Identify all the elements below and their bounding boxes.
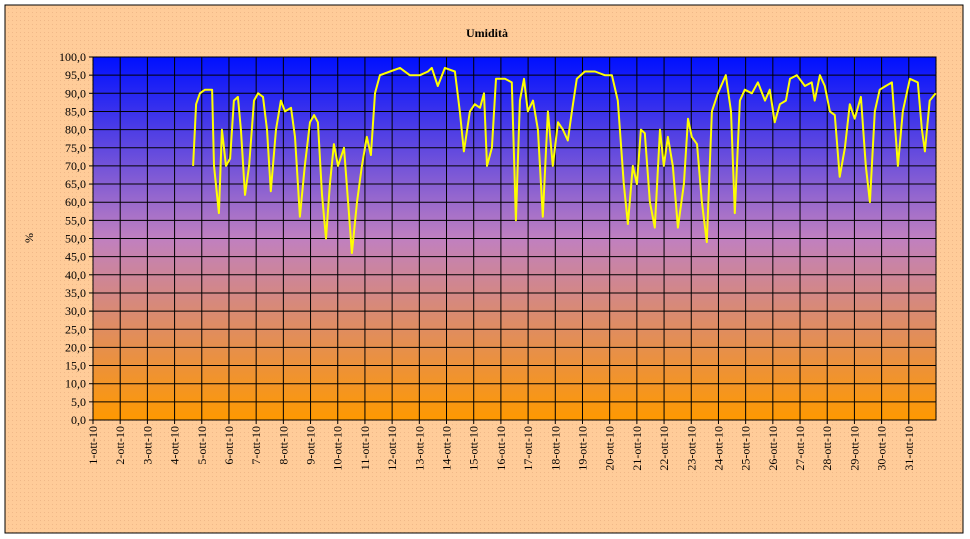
x-tick-label: 2-ott-10 xyxy=(113,426,127,465)
y-tick-label: 95,0 xyxy=(65,68,86,82)
x-tick-label: 17-ott-10 xyxy=(521,426,535,471)
y-tick-label: 30,0 xyxy=(65,304,86,318)
x-tick-label: 10-ott-10 xyxy=(331,426,345,471)
x-tick-label: 8-ott-10 xyxy=(276,426,290,465)
x-tick-label: 14-ott-10 xyxy=(440,426,454,471)
x-tick-label: 24-ott-10 xyxy=(711,426,725,471)
y-tick-label: 20,0 xyxy=(65,340,86,354)
y-tick-label: 25,0 xyxy=(65,322,86,336)
x-tick-label: 6-ott-10 xyxy=(222,426,236,465)
y-tick-label: 70,0 xyxy=(65,159,86,173)
y-tick-label: 60,0 xyxy=(65,195,86,209)
x-tick-label: 7-ott-10 xyxy=(249,426,263,465)
x-tick-label: 21-ott-10 xyxy=(630,426,644,471)
x-tick-label: 29-ott-10 xyxy=(847,426,861,471)
y-axis-label: % xyxy=(22,233,36,243)
chart-title: Umidità xyxy=(466,26,508,40)
x-tick-label: 3-ott-10 xyxy=(140,426,154,465)
x-tick-label: 28-ott-10 xyxy=(820,426,834,471)
x-tick-label: 25-ott-10 xyxy=(739,426,753,471)
plot-border xyxy=(92,56,937,421)
x-tick-label: 23-ott-10 xyxy=(684,426,698,471)
x-tick-label: 31-ott-10 xyxy=(902,426,916,471)
x-tick-label: 26-ott-10 xyxy=(766,426,780,471)
y-tick-label: 75,0 xyxy=(65,141,86,155)
y-tick-label: 15,0 xyxy=(65,359,86,373)
y-tick-label: 35,0 xyxy=(65,286,86,300)
y-tick-label: 45,0 xyxy=(65,250,86,264)
y-tick-label: 0,0 xyxy=(71,413,86,427)
x-tick-label: 15-ott-10 xyxy=(467,426,481,471)
x-tick-label: 16-ott-10 xyxy=(494,426,508,471)
x-tick-label: 19-ott-10 xyxy=(575,426,589,471)
x-tick-label: 5-ott-10 xyxy=(195,426,209,465)
x-tick-label: 1-ott-10 xyxy=(86,426,100,465)
x-tick-label: 13-ott-10 xyxy=(412,426,426,471)
x-tick-label: 12-ott-10 xyxy=(385,426,399,471)
y-tick-label: 80,0 xyxy=(65,123,86,137)
x-tick-label: 4-ott-10 xyxy=(168,426,182,465)
x-tick-label: 30-ott-10 xyxy=(875,426,889,471)
y-tick-label: 100,0 xyxy=(59,50,86,64)
data-line xyxy=(192,66,937,254)
x-tick-label: 20-ott-10 xyxy=(603,426,617,471)
y-tick-label: 55,0 xyxy=(65,213,86,227)
y-tick-label: 10,0 xyxy=(65,377,86,391)
x-tick-label: 27-ott-10 xyxy=(793,426,807,471)
x-tick-label: 22-ott-10 xyxy=(657,426,671,471)
x-tick-label: 11-ott-10 xyxy=(358,426,372,470)
y-tick-label: 65,0 xyxy=(65,177,86,191)
x-tick-label: 9-ott-10 xyxy=(304,426,318,465)
y-tick-label: 5,0 xyxy=(71,395,86,409)
y-tick-label: 50,0 xyxy=(65,232,86,246)
y-tick-label: 40,0 xyxy=(65,268,86,282)
y-tick-label: 85,0 xyxy=(65,104,86,118)
y-tick-label: 90,0 xyxy=(65,86,86,100)
x-tick-label: 18-ott-10 xyxy=(548,426,562,471)
